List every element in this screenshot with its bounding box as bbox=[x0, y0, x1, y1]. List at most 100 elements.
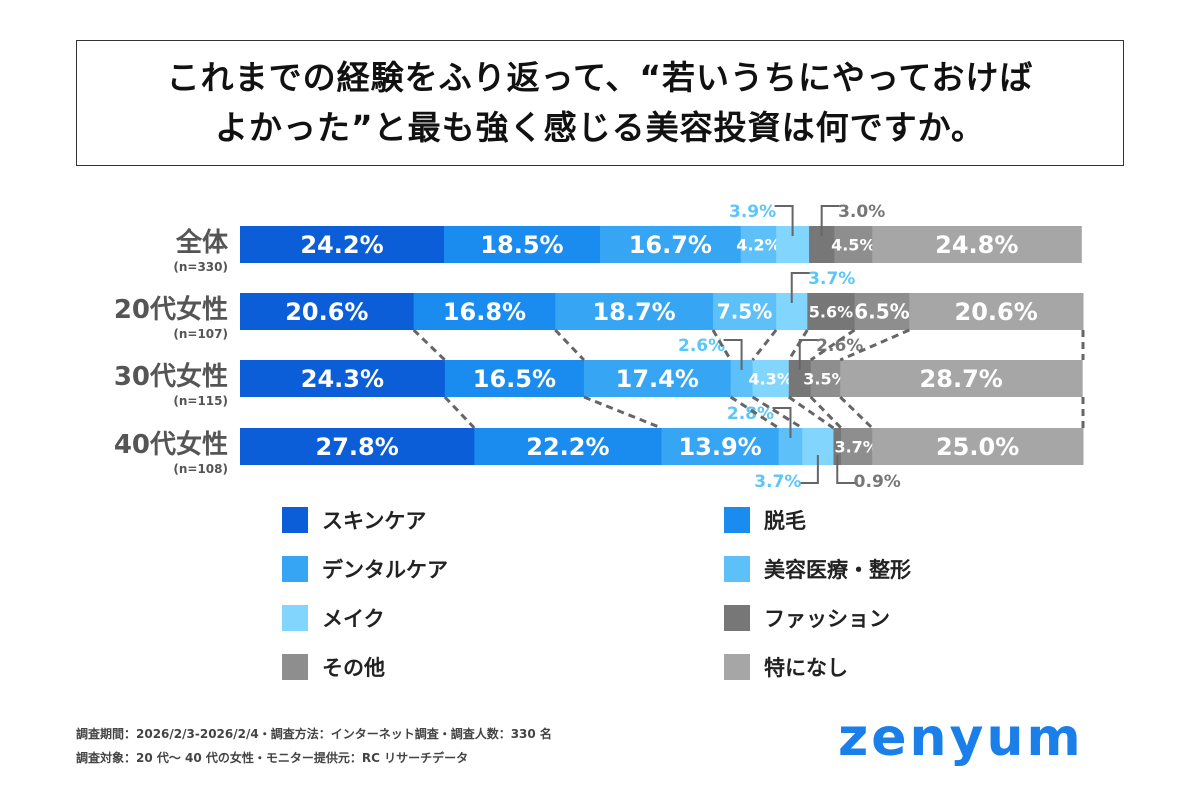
connector-line bbox=[412, 328, 446, 362]
data-label: 20.6% bbox=[955, 298, 1038, 326]
legend-swatch bbox=[282, 605, 308, 631]
row-label: 全体 bbox=[175, 227, 229, 258]
data-label: 18.5% bbox=[480, 231, 563, 259]
footer-survey-info: 調査期間：2026/2/3-2026/2/4・調査方法：インターネット調査・調査… bbox=[76, 727, 552, 741]
legend-swatch bbox=[724, 556, 750, 582]
callout-line bbox=[774, 205, 794, 236]
bar-segment-7 bbox=[872, 428, 1084, 465]
connector-line bbox=[809, 328, 856, 362]
callout-line bbox=[790, 272, 810, 303]
legend-label: その他 bbox=[322, 656, 385, 680]
bar-segment-7 bbox=[840, 360, 1083, 397]
bar-segment-4 bbox=[752, 360, 790, 397]
footer: 調査期間：2026/2/3-2026/2/4・調査方法：インターネット調査・調査… bbox=[76, 722, 552, 770]
bar-segment-7 bbox=[909, 293, 1084, 330]
bar-segment-6 bbox=[834, 226, 873, 263]
data-label: 3.5% bbox=[803, 369, 847, 388]
connector-line bbox=[787, 329, 809, 361]
legend-swatch bbox=[282, 654, 308, 680]
bar-segment-1 bbox=[413, 293, 556, 330]
callout-label: 3.9% bbox=[729, 202, 776, 222]
legend-label: 脱毛 bbox=[764, 509, 806, 533]
bar-segment-6 bbox=[841, 428, 873, 465]
title-line-1: これまでの経験をふり返って、“若いうちにやっておけば bbox=[166, 58, 1034, 97]
callout-label: 2.6% bbox=[816, 336, 863, 356]
legend-swatch bbox=[724, 605, 750, 631]
legend-item: 特になし bbox=[724, 652, 848, 682]
row-n-label: (n=107) bbox=[173, 327, 228, 341]
data-label: 7.5% bbox=[717, 300, 772, 324]
data-label: 27.8% bbox=[316, 433, 399, 461]
legend-item: 脱毛 bbox=[724, 505, 806, 535]
data-label: 25.0% bbox=[936, 433, 1019, 461]
connector-line bbox=[787, 395, 835, 430]
data-label: 24.8% bbox=[935, 231, 1018, 259]
row-n-label: (n=108) bbox=[173, 462, 228, 476]
data-label: 5.6% bbox=[809, 302, 853, 321]
connector-line bbox=[729, 395, 780, 430]
bar-segment-5 bbox=[833, 428, 842, 465]
legend-label: メイク bbox=[322, 607, 385, 631]
legend-swatch bbox=[282, 507, 308, 533]
callout-line bbox=[772, 407, 792, 438]
legend-label: デンタルケア bbox=[322, 558, 448, 582]
bar-segment-6 bbox=[854, 293, 910, 330]
legend-item: ファッション bbox=[724, 603, 890, 633]
data-label: 3.7% bbox=[834, 437, 878, 456]
row-label: 30代女性 bbox=[114, 361, 228, 392]
legend-label: 美容医療・整形 bbox=[764, 558, 911, 582]
bar-segment-2 bbox=[555, 293, 714, 330]
footer-target-info: 調査対象：20 代〜 40 代の女性・モニター提供元：RC リサーチデータ bbox=[76, 751, 469, 765]
bar-segment-5 bbox=[788, 360, 812, 397]
title-line-2: よかった”と最も強く感じる美容投資は何ですか。 bbox=[214, 108, 986, 147]
zenyum-logo: zenyum bbox=[838, 708, 1084, 768]
connector-line bbox=[583, 395, 663, 430]
data-label: 16.5% bbox=[473, 365, 556, 393]
legend-item: メイク bbox=[282, 603, 385, 633]
bar-segment-2 bbox=[583, 360, 732, 397]
data-label: 13.9% bbox=[678, 433, 761, 461]
row-label: 20代女性 bbox=[114, 294, 228, 325]
bar-segment-0 bbox=[240, 226, 445, 263]
legend-swatch bbox=[282, 556, 308, 582]
connector-line bbox=[443, 395, 476, 430]
callout-line bbox=[723, 339, 743, 370]
data-label: 24.3% bbox=[301, 365, 384, 393]
row-label: 40代女性 bbox=[114, 429, 228, 460]
legend-label: 特になし bbox=[764, 656, 848, 680]
legend-label: スキンケア bbox=[322, 509, 427, 533]
callout-label: 0.9% bbox=[854, 472, 901, 492]
data-label: 4.2% bbox=[736, 235, 780, 254]
legend-item: その他 bbox=[282, 652, 385, 682]
connector-line bbox=[711, 329, 732, 361]
bar-segment-3 bbox=[712, 293, 777, 330]
row-n-label: (n=115) bbox=[173, 394, 228, 408]
data-label: 28.7% bbox=[920, 365, 1003, 393]
legend-item: スキンケア bbox=[282, 505, 426, 535]
connector-line bbox=[554, 328, 586, 362]
bar-segment-2 bbox=[661, 428, 780, 465]
legend-item: デンタルケア bbox=[282, 554, 448, 584]
callout-line bbox=[799, 455, 819, 484]
callout-label: 2.6% bbox=[678, 336, 725, 356]
bar-segment-1 bbox=[444, 226, 601, 263]
legend-swatch bbox=[724, 654, 750, 680]
connector-line bbox=[839, 328, 910, 362]
title-box: これまでの経験をふり返って、“若いうちにやっておけば よかった”と最も強く感じる… bbox=[76, 40, 1124, 166]
bar-segment-0 bbox=[240, 360, 446, 397]
connector-line bbox=[839, 395, 874, 430]
data-label: 24.2% bbox=[300, 231, 383, 259]
connector-line bbox=[809, 395, 843, 430]
data-label: 4.3% bbox=[748, 369, 792, 388]
data-label: 18.7% bbox=[592, 298, 675, 326]
callout-label: 3.7% bbox=[808, 269, 855, 289]
data-label: 6.5% bbox=[854, 300, 909, 324]
data-label: 16.8% bbox=[443, 298, 526, 326]
callout-line bbox=[820, 205, 840, 236]
bar-segment-3 bbox=[740, 226, 777, 263]
callout-label: 3.0% bbox=[838, 202, 885, 222]
data-label: 16.7% bbox=[629, 231, 712, 259]
bar-segment-2 bbox=[599, 226, 742, 263]
